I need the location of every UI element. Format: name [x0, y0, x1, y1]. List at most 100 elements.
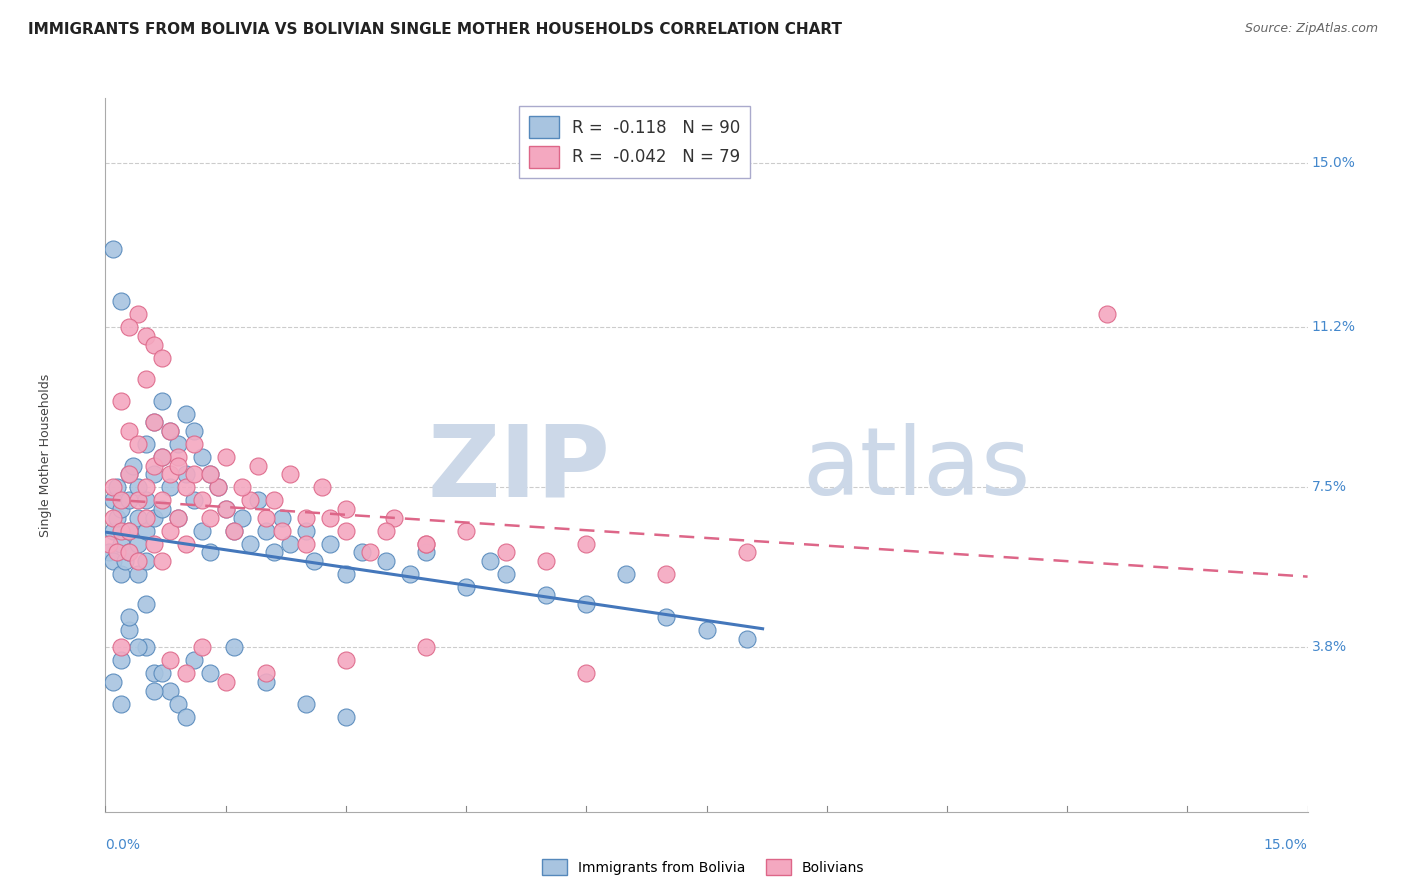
Point — [174, 467, 197, 482]
Point — [110, 524, 132, 538]
Point — [319, 536, 342, 550]
Point — [150, 666, 173, 681]
Point — [359, 545, 381, 559]
Point — [246, 493, 269, 508]
Point — [110, 536, 132, 550]
Point — [110, 393, 132, 408]
Point — [735, 632, 758, 646]
Point — [302, 554, 325, 568]
Point — [214, 675, 236, 690]
Point — [183, 467, 205, 482]
Point — [110, 294, 132, 309]
Point — [127, 554, 149, 568]
Point — [142, 458, 165, 473]
Text: atlas: atlas — [803, 423, 1031, 516]
Point — [222, 524, 245, 538]
Point — [350, 545, 373, 559]
Point — [254, 675, 277, 690]
Point — [295, 697, 318, 711]
Point — [159, 424, 181, 438]
Point — [150, 351, 173, 365]
Point — [295, 536, 318, 550]
Point — [575, 536, 598, 550]
Point — [295, 524, 318, 538]
Point — [135, 597, 157, 611]
Legend: R =  -0.118   N = 90, R =  -0.042   N = 79: R = -0.118 N = 90, R = -0.042 N = 79 — [519, 106, 751, 178]
Point — [399, 566, 422, 581]
Point — [495, 545, 517, 559]
Point — [1097, 307, 1119, 321]
Point — [231, 480, 253, 494]
Point — [127, 480, 149, 494]
Point — [214, 502, 236, 516]
Point — [616, 566, 638, 581]
Text: 11.2%: 11.2% — [1312, 320, 1355, 334]
Point — [190, 493, 212, 508]
Point — [98, 536, 121, 550]
Text: Source: ZipAtlas.com: Source: ZipAtlas.com — [1244, 22, 1378, 36]
Point — [142, 536, 165, 550]
Text: 15.0%: 15.0% — [1312, 156, 1355, 170]
Point — [190, 524, 212, 538]
Point — [135, 437, 157, 451]
Point — [183, 653, 205, 667]
Point — [118, 524, 141, 538]
Point — [270, 510, 292, 524]
Point — [198, 510, 221, 524]
Point — [166, 510, 188, 524]
Point — [135, 640, 157, 655]
Point — [135, 329, 157, 343]
Point — [118, 467, 141, 482]
Point — [118, 467, 141, 482]
Point — [183, 424, 205, 438]
Point — [118, 524, 141, 538]
Point — [142, 416, 165, 430]
Point — [655, 566, 678, 581]
Point — [122, 458, 145, 473]
Point — [222, 640, 245, 655]
Point — [142, 666, 165, 681]
Point — [118, 320, 141, 334]
Point — [142, 510, 165, 524]
Point — [166, 437, 188, 451]
Point — [270, 524, 292, 538]
Point — [254, 666, 277, 681]
Point — [127, 640, 149, 655]
Point — [166, 510, 188, 524]
Point — [150, 493, 173, 508]
Point — [278, 536, 301, 550]
Point — [335, 709, 357, 723]
Point — [415, 640, 437, 655]
Point — [278, 467, 301, 482]
Point — [159, 480, 181, 494]
Point — [103, 243, 125, 257]
Point — [183, 493, 205, 508]
Point — [118, 424, 141, 438]
Point — [246, 458, 269, 473]
Point — [190, 640, 212, 655]
Point — [110, 493, 132, 508]
Point — [335, 653, 357, 667]
Point — [150, 393, 173, 408]
Text: 7.5%: 7.5% — [1312, 481, 1347, 494]
Point — [415, 536, 437, 550]
Point — [263, 545, 285, 559]
Point — [118, 623, 141, 637]
Point — [374, 524, 398, 538]
Point — [135, 524, 157, 538]
Point — [575, 597, 598, 611]
Point — [135, 493, 157, 508]
Point — [110, 653, 132, 667]
Point — [110, 502, 132, 516]
Point — [174, 666, 197, 681]
Point — [135, 480, 157, 494]
Point — [150, 502, 173, 516]
Point — [207, 480, 229, 494]
Point — [103, 554, 125, 568]
Point — [534, 554, 557, 568]
Text: 0.0%: 0.0% — [105, 838, 141, 853]
Point — [479, 554, 502, 568]
Point — [103, 493, 125, 508]
Point — [127, 566, 149, 581]
Point — [335, 524, 357, 538]
